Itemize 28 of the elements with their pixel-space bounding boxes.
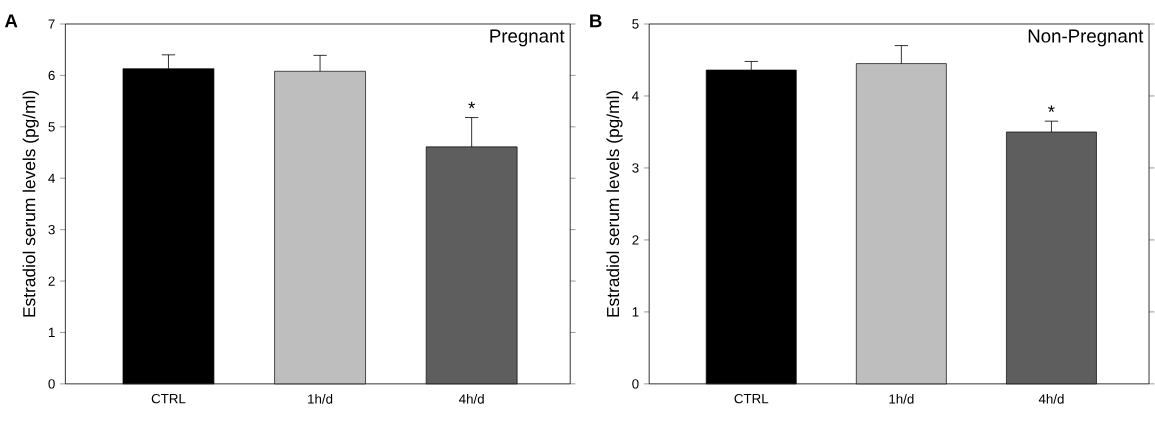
y-tick-label: 1 bbox=[632, 307, 639, 317]
x-tick-label: 4h/d bbox=[1038, 393, 1064, 404]
y-axis-title: Estradiol serum levels (pg/ml) bbox=[606, 91, 623, 317]
y-tick-label: 1 bbox=[48, 327, 55, 338]
x-tick-label: 1h/d bbox=[308, 393, 333, 404]
annotation: Non-Pregnant bbox=[1028, 29, 1144, 47]
y-tick-label: 2 bbox=[632, 235, 639, 245]
chart-title: A bbox=[4, 14, 18, 28]
annotation: * bbox=[468, 101, 476, 109]
y-tick-label: 6 bbox=[48, 70, 55, 81]
y-tick-label: 0 bbox=[632, 379, 639, 389]
annotation: Pregnant bbox=[490, 29, 565, 47]
annotation: * bbox=[1048, 105, 1055, 112]
y-tick-label: 0 bbox=[48, 379, 55, 389]
y-tick-label: 2 bbox=[48, 276, 55, 286]
y-tick-label: 5 bbox=[48, 122, 55, 132]
x-tick-label: 4h/d bbox=[459, 393, 484, 404]
y-tick-label: 4 bbox=[632, 91, 639, 101]
y-tick-label: 3 bbox=[48, 224, 55, 235]
x-tick-label: CTRL bbox=[734, 393, 769, 404]
x-tick-label: 1h/d bbox=[889, 393, 914, 404]
y-axis-title: Estradiol serum levels (pg/ml) bbox=[22, 91, 39, 317]
y-tick-label: 7 bbox=[48, 19, 55, 29]
y-tick-label: 3 bbox=[632, 163, 639, 173]
chart-title: B bbox=[590, 14, 602, 28]
y-tick-label: 5 bbox=[632, 19, 639, 29]
x-tick-label: CTRL bbox=[151, 393, 186, 404]
y-tick-label: 4 bbox=[48, 173, 55, 183]
